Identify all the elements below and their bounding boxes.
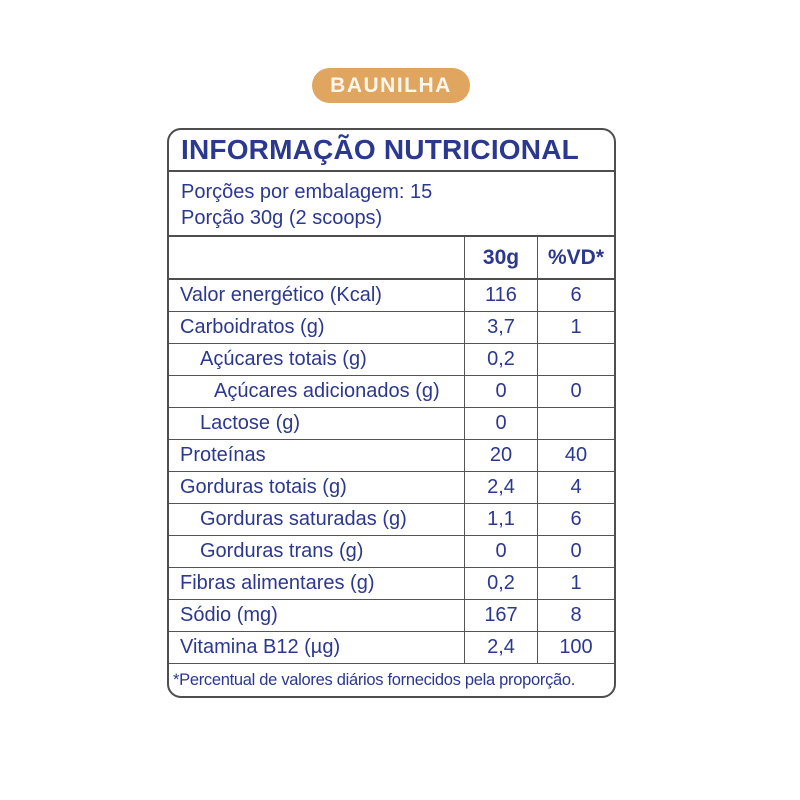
table-row: Açúcares adicionados (g) 0 0 <box>169 376 614 408</box>
nutrient-dv: 40 <box>537 440 614 471</box>
nutrient-label: Gorduras trans (g) <box>200 540 364 562</box>
serving-info: Porções por embalagem: 15 Porção 30g (2 … <box>169 172 614 237</box>
daily-value-footnote: *Percentual de valores diários fornecido… <box>173 670 576 689</box>
nutrient-dv: 6 <box>537 280 614 311</box>
nutrient-dv: 1 <box>537 568 614 599</box>
nutrient-amount: 3,7 <box>464 312 537 343</box>
table-row: Gorduras totais (g) 2,4 4 <box>169 472 614 504</box>
nutrient-label: Gorduras saturadas (g) <box>200 508 407 530</box>
table-row: Vitamina B12 (µg) 2,4 100 <box>169 632 614 664</box>
table-row: Açúcares totais (g) 0,2 <box>169 344 614 376</box>
nutrient-amount: 1,1 <box>464 504 537 535</box>
nutrient-label: Vitamina B12 (µg) <box>180 636 341 658</box>
column-header-dv: %VD* <box>537 237 614 278</box>
serving-size: Porção 30g (2 scoops) <box>181 207 383 229</box>
nutrient-amount: 20 <box>464 440 537 471</box>
column-header-row: 30g %VD* <box>169 237 614 280</box>
table-row: Gorduras trans (g) 0 0 <box>169 536 614 568</box>
nutrient-dv: 8 <box>537 600 614 631</box>
nutrient-amount: 0 <box>464 408 537 439</box>
nutrient-amount: 0 <box>464 376 537 407</box>
nutrient-label: Gorduras totais (g) <box>180 476 347 498</box>
nutrient-label: Sódio (mg) <box>180 604 278 626</box>
nutrient-amount: 2,4 <box>464 632 537 663</box>
nutrient-label: Carboidratos (g) <box>180 316 325 338</box>
column-header-amount: 30g <box>464 237 537 278</box>
flavor-badge: BAUNILHA <box>312 68 470 103</box>
nutrient-dv: 100 <box>537 632 614 663</box>
nutrient-label: Lactose (g) <box>200 412 301 434</box>
nutrient-label: Valor energético (Kcal) <box>180 284 382 306</box>
servings-per-package: Porções por embalagem: 15 <box>181 181 433 203</box>
table-row: Sódio (mg) 167 8 <box>169 600 614 632</box>
table-row: Proteínas 20 40 <box>169 440 614 472</box>
nutrient-amount: 116 <box>464 280 537 311</box>
nutrition-title: INFORMAÇÃO NUTRICIONAL <box>169 130 614 172</box>
nutrient-amount: 2,4 <box>464 472 537 503</box>
table-row: Carboidratos (g) 3,7 1 <box>169 312 614 344</box>
nutrient-amount: 0,2 <box>464 568 537 599</box>
table-row: Lactose (g) 0 <box>169 408 614 440</box>
nutrient-amount: 0,2 <box>464 344 537 375</box>
nutrient-label: Açúcares adicionados (g) <box>214 380 440 402</box>
nutrient-dv <box>537 408 614 439</box>
nutrient-label: Proteínas <box>180 444 266 466</box>
table-row: Fibras alimentares (g) 0,2 1 <box>169 568 614 600</box>
nutrition-facts-panel: INFORMAÇÃO NUTRICIONAL Porções por embal… <box>167 128 616 698</box>
nutrient-label: Açúcares totais (g) <box>200 348 367 370</box>
nutrient-amount: 167 <box>464 600 537 631</box>
nutrient-dv: 0 <box>537 536 614 567</box>
nutrient-dv: 6 <box>537 504 614 535</box>
nutrient-dv: 4 <box>537 472 614 503</box>
nutrient-dv: 1 <box>537 312 614 343</box>
column-header-empty <box>169 237 464 278</box>
nutrient-amount: 0 <box>464 536 537 567</box>
table-row: Gorduras saturadas (g) 1,1 6 <box>169 504 614 536</box>
nutrient-dv: 0 <box>537 376 614 407</box>
table-row: Valor energético (Kcal) 116 6 <box>169 280 614 312</box>
nutrient-label: Fibras alimentares (g) <box>180 572 375 594</box>
nutrient-dv <box>537 344 614 375</box>
